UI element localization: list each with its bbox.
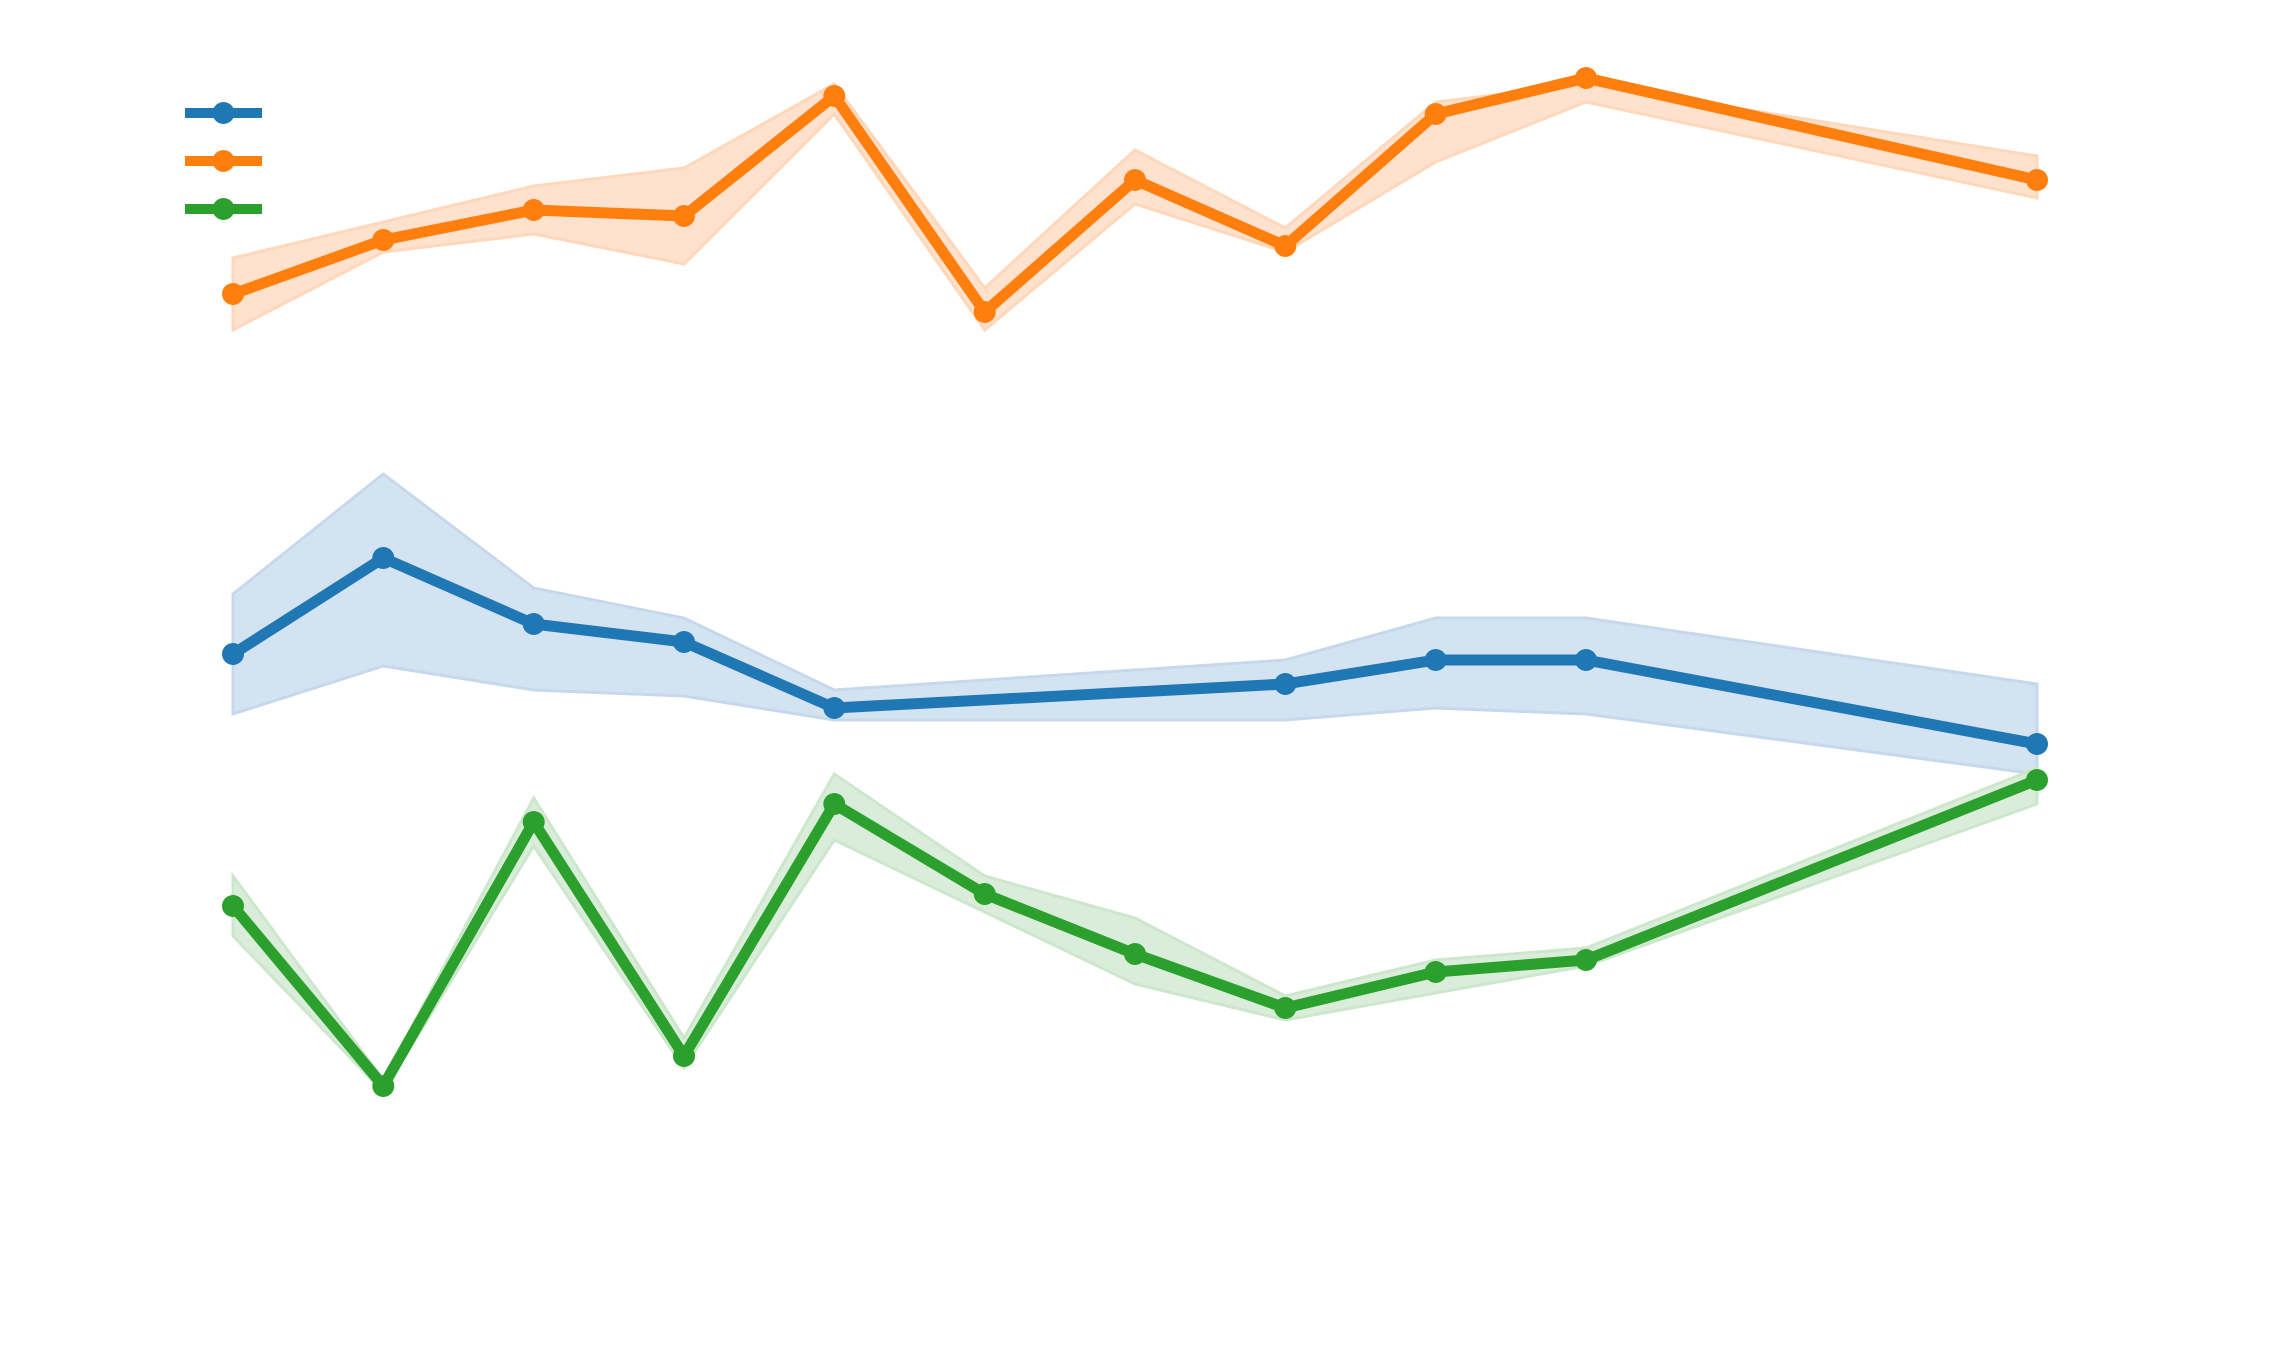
series-3-point: [1575, 949, 1597, 971]
series-1-point: [823, 697, 846, 719]
series-1-point: [1424, 649, 1447, 671]
series-2-point: [823, 85, 846, 107]
series-3-point: [222, 895, 244, 917]
series-1-point: [1274, 673, 1297, 695]
series-3-point: [1124, 943, 1146, 965]
series-2-point: [1274, 235, 1297, 257]
series-3-point: [823, 793, 846, 815]
series-3-point: [2026, 769, 2048, 791]
series-3-band: [231, 765, 2039, 1095]
legend: [185, 102, 262, 220]
series-1-point: [222, 643, 244, 665]
series-1-point: [372, 547, 395, 569]
series-3-point: [673, 1045, 695, 1067]
series-2-point: [522, 199, 545, 221]
series-1-point: [673, 631, 695, 653]
series-1-point: [1575, 649, 1597, 671]
series-2-point: [1424, 103, 1447, 125]
legend-handle-marker-1: [212, 102, 235, 124]
series-3-point: [372, 1075, 395, 1097]
series-1-point: [2026, 733, 2048, 755]
series-3-point: [1424, 961, 1447, 983]
series-3-point: [522, 811, 545, 833]
series-2-point: [973, 301, 996, 323]
series-3-point: [973, 883, 996, 905]
series-1-band: [231, 472, 2039, 776]
series-2-point: [222, 283, 244, 305]
series-2-point: [1575, 67, 1597, 89]
series-3-point: [1274, 997, 1297, 1019]
series-2-point: [2026, 169, 2048, 191]
confidence-bands: [231, 82, 2039, 1095]
data-points: [222, 67, 2048, 1097]
legend-handle-marker-3: [212, 198, 235, 220]
series-2-point: [1124, 169, 1146, 191]
legend-handle-marker-2: [212, 150, 235, 172]
series-2-point: [673, 205, 695, 227]
series-1-point: [522, 613, 545, 635]
series-2-point: [372, 229, 395, 251]
